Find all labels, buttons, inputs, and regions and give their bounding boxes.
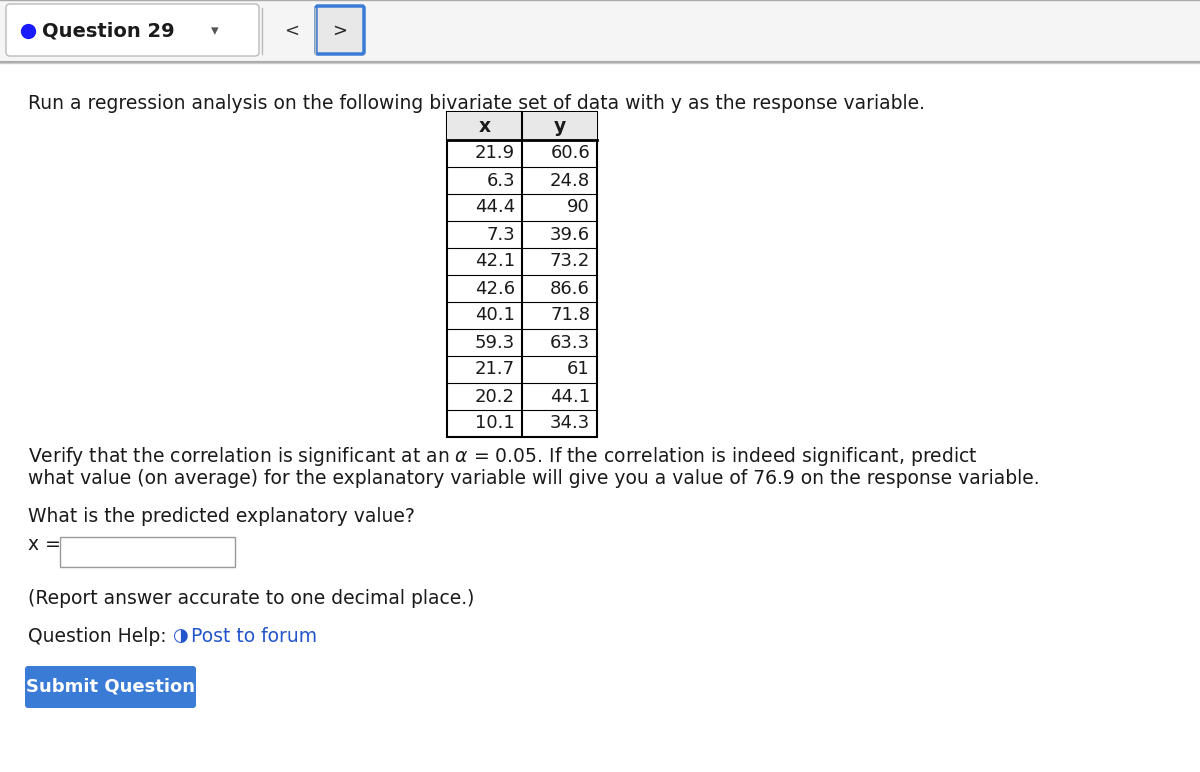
Text: 71.8: 71.8 [550,306,590,324]
Text: Question 29: Question 29 [42,22,175,40]
Text: 39.6: 39.6 [550,225,590,243]
Text: 61: 61 [568,361,590,378]
Text: 21.9: 21.9 [475,144,515,162]
Text: 24.8: 24.8 [550,171,590,189]
Text: (Report answer accurate to one decimal place.): (Report answer accurate to one decimal p… [28,589,474,608]
Text: 59.3: 59.3 [475,334,515,351]
FancyBboxPatch shape [316,6,364,54]
Text: Post to forum: Post to forum [191,627,317,646]
Text: 7.3: 7.3 [486,225,515,243]
Text: 90: 90 [568,198,590,216]
Text: x: x [479,117,491,136]
Text: x =: x = [28,534,61,554]
Bar [60,537,235,567]
Text: Verify that the correlation is significant at an $\alpha$ = 0.05. If the correla: Verify that the correlation is significa… [28,445,978,468]
Bar [446,112,598,140]
Text: 42.1: 42.1 [475,252,515,270]
Text: y: y [553,117,565,136]
Text: >: > [332,22,348,40]
Text: <: < [284,22,300,40]
Text: 60.6: 60.6 [551,144,590,162]
Text: Submit Question: Submit Question [25,678,194,696]
Bar [0,0,1200,62]
Text: 44.1: 44.1 [550,388,590,405]
Text: ◑: ◑ [172,627,187,645]
Text: 10.1: 10.1 [475,415,515,432]
Text: 42.6: 42.6 [475,279,515,297]
Text: what value (on average) for the explanatory variable will give you a value of 76: what value (on average) for the explanat… [28,469,1039,488]
Text: Run a regression analysis on the following bivariate set of data with y as the r: Run a regression analysis on the followi… [28,94,925,113]
Bar [446,112,598,437]
Text: 44.4: 44.4 [475,198,515,216]
FancyBboxPatch shape [6,4,259,56]
Text: 63.3: 63.3 [550,334,590,351]
Text: 6.3: 6.3 [486,171,515,189]
Text: Question Help:: Question Help: [28,627,167,646]
Text: 34.3: 34.3 [550,415,590,432]
Text: 86.6: 86.6 [550,279,590,297]
Text: 21.7: 21.7 [475,361,515,378]
Text: What is the predicted explanatory value?: What is the predicted explanatory value? [28,507,415,526]
Text: ▾: ▾ [211,23,218,39]
Text: 73.2: 73.2 [550,252,590,270]
Text: 20.2: 20.2 [475,388,515,405]
FancyBboxPatch shape [25,666,196,708]
Text: 40.1: 40.1 [475,306,515,324]
